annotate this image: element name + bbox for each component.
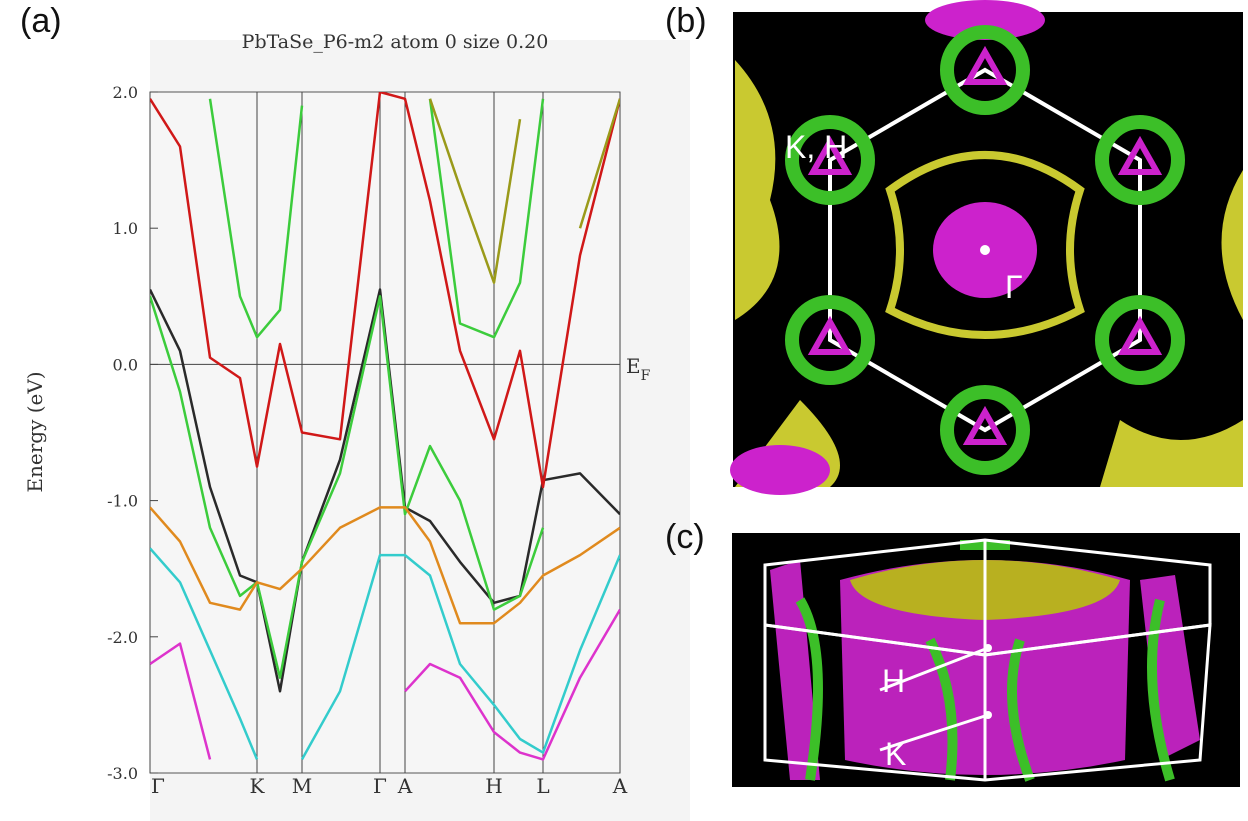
x-tick-label: K: [250, 774, 266, 798]
y-tick-label: 0.0: [113, 355, 138, 374]
x-tick-label: L: [536, 774, 549, 798]
fermi-label: EF: [626, 354, 651, 384]
panel-a-margin: [0, 0, 150, 821]
band: [150, 92, 620, 489]
k-label: K: [885, 736, 906, 772]
band: [150, 288, 620, 693]
chart-title: PbTaSe_P6-m2 atom 0 size 0.20: [242, 31, 549, 53]
panel-label: (c): [665, 518, 705, 556]
panel-label: (a): [20, 2, 62, 40]
band: [150, 506, 620, 625]
h-label: H: [882, 663, 905, 699]
k-point-label: K, H: [785, 129, 847, 165]
plot-area: [149, 91, 621, 774]
fermi-surface-top: K, H Γ: [730, 0, 1243, 495]
y-axis-title: Energy (eV): [23, 371, 47, 492]
x-tick-label: Γ: [151, 774, 165, 798]
x-tick-label: A: [397, 774, 413, 798]
y-tick-label: -3.0: [107, 764, 138, 783]
y-tick-label: -2.0: [107, 628, 138, 647]
band: [150, 547, 620, 761]
y-tick-label: 2.0: [113, 83, 138, 102]
x-tick-label: M: [292, 774, 312, 798]
band: [208, 98, 545, 339]
y-tick-label: 1.0: [113, 219, 138, 238]
panel-label: (b): [665, 2, 707, 40]
band: [428, 98, 620, 284]
gamma-label: Γ: [1005, 269, 1023, 305]
x-tick-label: A: [612, 774, 628, 798]
fermi-label-sub: F: [641, 368, 651, 384]
band-plot: 2.01.00.0-1.0-2.0-3.0Γ K M Γ A H L A: [107, 83, 628, 798]
fermi-surface-side: H K: [732, 533, 1240, 787]
fermi-label-main: E: [626, 354, 641, 378]
y-tick-label: -1.0: [107, 492, 138, 511]
band: [150, 295, 545, 679]
x-tick-label: Γ: [373, 774, 387, 798]
x-tick-label: H: [485, 774, 502, 798]
panel-a-top: [0, 0, 690, 40]
band: [150, 608, 620, 761]
